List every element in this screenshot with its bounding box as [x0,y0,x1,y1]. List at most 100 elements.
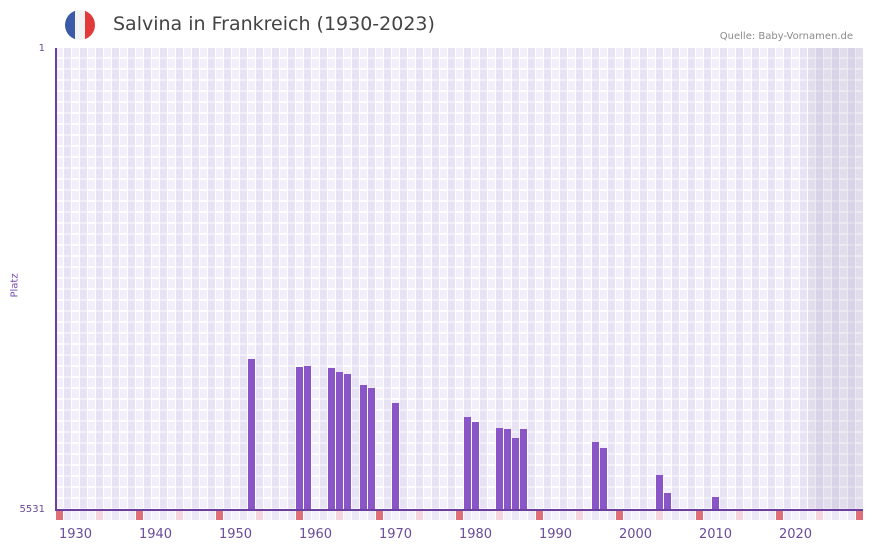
year-marker [176,511,183,520]
year-marker [560,511,567,520]
x-tick-1950: 1950 [218,527,253,542]
grid-column [144,48,151,510]
chart-title: Salvina in Frankreich (1930-2023) [113,13,435,35]
year-marker [312,511,319,520]
year-marker [200,511,207,520]
year-marker [264,511,271,520]
year-marker [304,511,311,520]
year-marker [536,511,543,520]
year-marker [136,511,143,520]
year-marker [584,511,591,520]
bar-1962[interactable] [328,367,335,510]
bar-1959[interactable] [304,365,311,510]
bar-2003[interactable] [656,474,663,510]
year-marker [760,511,767,520]
year-marker [776,511,783,520]
year-marker [552,511,559,520]
grid-column [496,48,503,510]
grid-column [752,48,759,510]
year-marker [80,511,87,520]
year-marker [624,511,631,520]
france-flag-icon [65,10,95,40]
grid-column [528,48,535,510]
year-marker [88,511,95,520]
year-marker [488,511,495,520]
year-marker [432,511,439,520]
year-marker [408,511,415,520]
year-marker [336,511,343,520]
grid-column [80,48,87,510]
year-marker [416,511,423,520]
bar-1964[interactable] [344,373,351,510]
year-marker [800,511,807,520]
year-marker [288,511,295,520]
year-marker [768,511,775,520]
year-marker [856,511,863,520]
grid-column [352,48,359,510]
bar-2004[interactable] [664,493,671,510]
grid-column [192,48,199,510]
bar-1983[interactable] [496,428,503,510]
grid-column [96,48,103,510]
year-marker [352,511,359,520]
bar-2010[interactable] [712,497,719,510]
year-marker [112,511,119,520]
bar-1986[interactable] [520,429,527,510]
year-marker [360,511,367,520]
grid-column [512,48,519,510]
bar-1952[interactable] [248,358,255,510]
year-marker [144,511,151,520]
bar-1985[interactable] [512,438,519,510]
grid-column [416,48,423,510]
x-tick-1990: 1990 [538,527,573,542]
year-marker [688,511,695,520]
year-marker [672,511,679,520]
bar-1984[interactable] [504,429,511,510]
year-marker [608,511,615,520]
year-marker [576,511,583,520]
year-marker [744,511,751,520]
grid-column [224,48,231,510]
grid-column [320,48,327,510]
year-marker [736,511,743,520]
grid-column [704,48,711,510]
year-marker [664,511,671,520]
y-tick-bottom: 5531 [19,504,45,515]
grid-column [480,48,487,510]
bar-1979[interactable] [464,417,471,510]
bar-1963[interactable] [336,371,343,510]
grid-column [848,48,855,510]
bar-1958[interactable] [296,366,303,510]
year-marker [640,511,647,520]
bar-1970[interactable] [392,402,399,510]
year-marker [160,511,167,520]
x-tick-1970: 1970 [378,527,413,542]
year-marker [128,511,135,520]
grid-column [368,48,375,510]
year-marker [528,511,535,520]
year-marker [64,511,71,520]
grid-column [464,48,471,510]
year-marker [720,511,727,520]
grid-column [240,48,247,510]
source-credit: Quelle: Baby-Vornamen.de [719,31,853,42]
year-marker [104,511,111,520]
bar-1966[interactable] [360,385,367,510]
year-marker [344,511,351,520]
grid-column [800,48,807,510]
year-marker [544,511,551,520]
grid-column [640,48,647,510]
bar-1995[interactable] [592,441,599,510]
grid-column [784,48,791,510]
grid-column [384,48,391,510]
year-marker [248,511,255,520]
grid-column [432,48,439,510]
y-axis-line [55,48,57,511]
year-marker [192,511,199,520]
bar-1980[interactable] [472,422,479,510]
year-marker [368,511,375,520]
bar-1996[interactable] [600,448,607,510]
x-tick-2000: 2000 [618,527,653,542]
year-marker [224,511,231,520]
bar-1967[interactable] [368,388,375,510]
